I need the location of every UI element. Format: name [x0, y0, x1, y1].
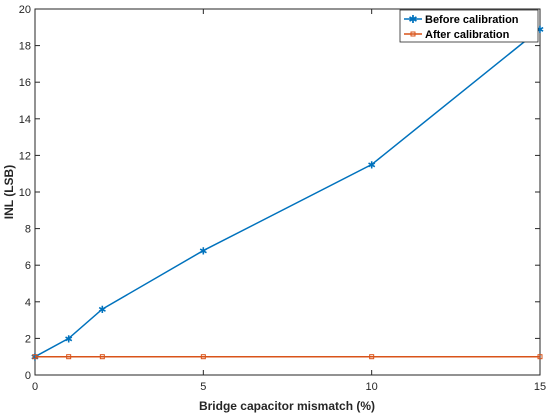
y-tick-label: 10 — [19, 187, 31, 199]
legend-label-before-calibration: Before calibration — [425, 14, 519, 26]
data-point — [200, 354, 206, 360]
x-axis-title: Bridge capacitor mismatch (%) — [199, 399, 375, 413]
y-axis-ticks: 0 2 4 6 8 10 12 14 16 18 20 — [19, 4, 540, 382]
x-tick-label: 5 — [200, 381, 206, 393]
data-point: ✱ — [98, 305, 106, 316]
x-axis-ticks: 0 5 10 15 — [32, 9, 546, 393]
y-tick-label: 18 — [19, 41, 31, 53]
y-tick-label: 8 — [25, 224, 31, 236]
y-tick-label: 6 — [25, 260, 31, 272]
legend-label-after-calibration: After calibration — [425, 29, 510, 41]
data-point — [369, 354, 375, 360]
y-tick-label: 0 — [25, 370, 31, 382]
data-point — [99, 354, 105, 360]
y-tick-label: 4 — [25, 297, 31, 309]
data-point: ✱ — [199, 247, 207, 258]
x-tick-label: 10 — [366, 381, 378, 393]
y-tick-label: 16 — [19, 77, 31, 89]
y-tick-label: 2 — [25, 333, 31, 345]
y-tick-label: 20 — [19, 4, 31, 16]
plot-area — [34, 8, 541, 376]
data-point: ✱ — [64, 334, 72, 345]
x-tick-label: 0 — [32, 381, 38, 393]
series-after-calibration — [32, 354, 543, 360]
series-line-before-calibration — [34, 28, 541, 358]
legend-marker-before-calibration: ✱ — [408, 13, 417, 26]
series-layer: ✱✱✱✱✱✱ — [31, 25, 544, 364]
y-tick-label: 14 — [19, 114, 31, 126]
data-point — [537, 354, 543, 360]
legend-marker-after-calibration — [410, 31, 416, 37]
data-point: ✱ — [536, 25, 544, 36]
legend: ✱ Before calibration After calibration — [399, 9, 539, 43]
legend-box — [399, 9, 539, 43]
y-axis-title: INL (LSB) — [2, 165, 16, 219]
x-tick-label: 15 — [534, 381, 546, 393]
data-point: ✱ — [367, 161, 375, 172]
data-point — [32, 354, 38, 360]
data-point — [66, 354, 72, 360]
y-tick-label: 12 — [19, 150, 31, 162]
